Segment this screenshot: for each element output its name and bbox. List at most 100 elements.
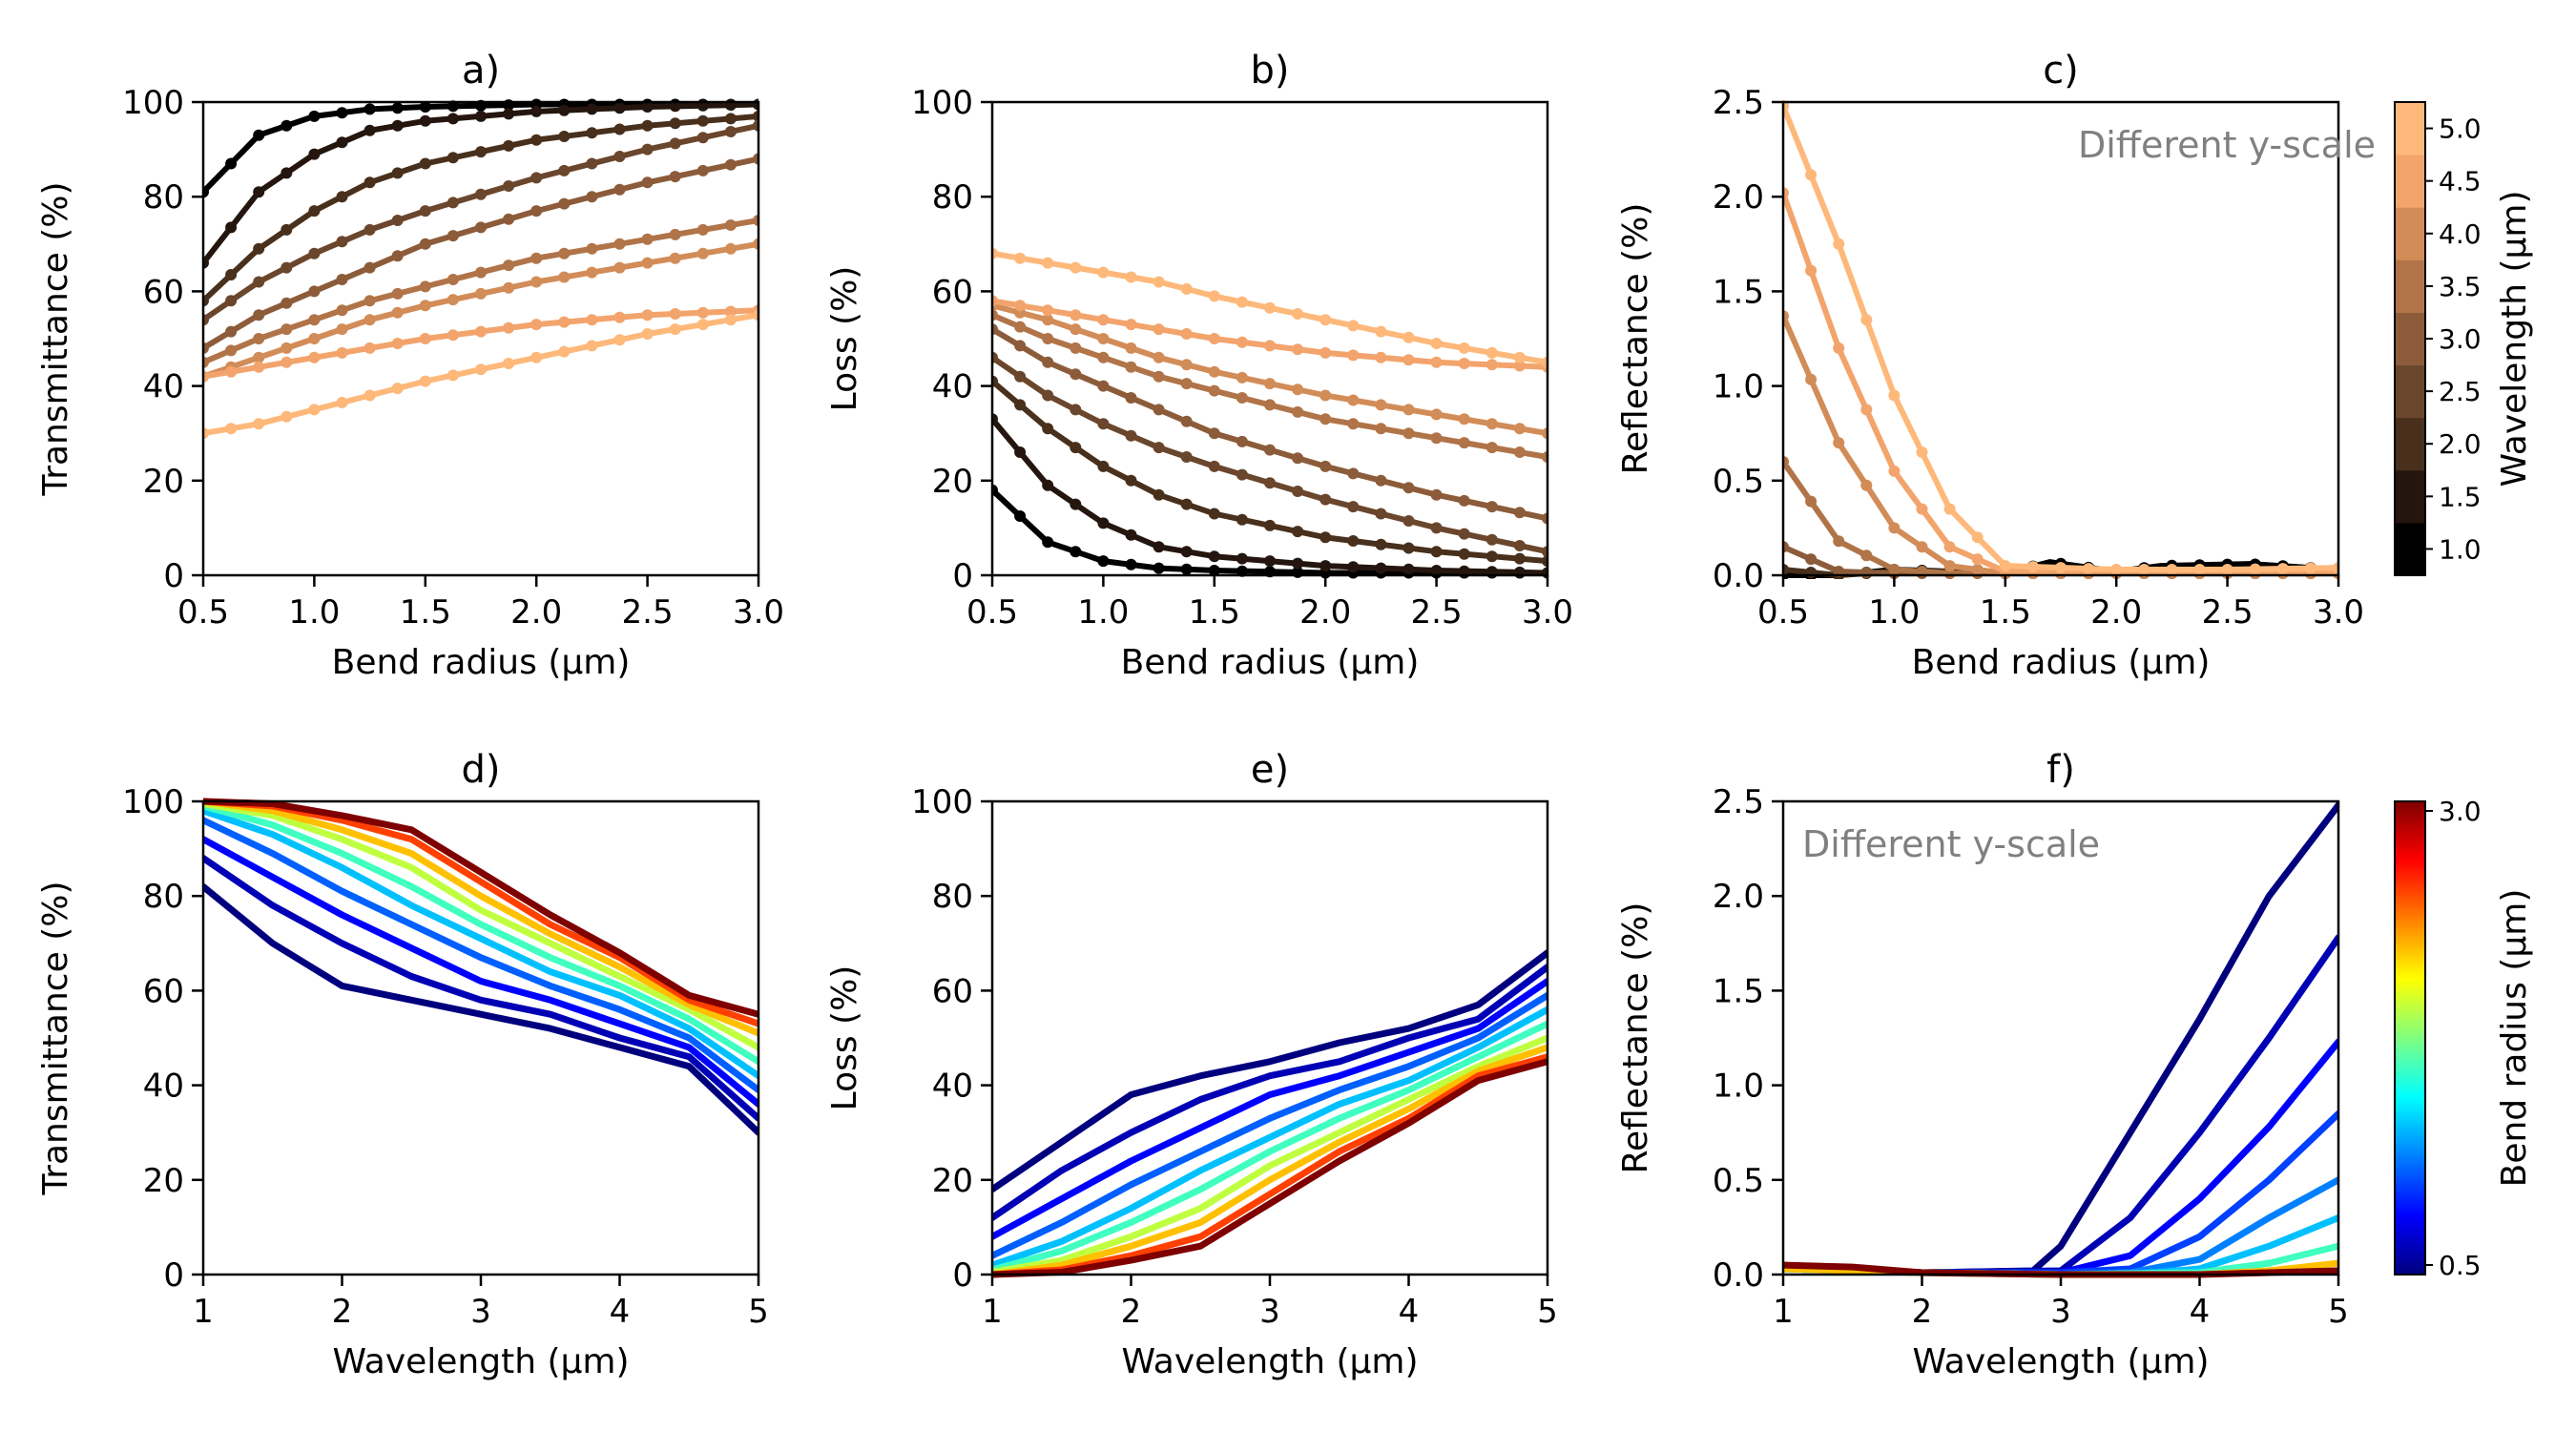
series-line xyxy=(992,964,1548,1221)
y-tick-label: 20 xyxy=(143,463,184,501)
data-point xyxy=(1347,501,1360,513)
y-tick-label: 60 xyxy=(932,273,973,311)
data-point xyxy=(503,259,515,272)
data-point xyxy=(225,295,238,307)
data-point xyxy=(669,117,681,130)
x-tick-label: 2.0 xyxy=(2090,593,2142,632)
series-line xyxy=(992,1044,1548,1278)
data-point xyxy=(992,309,998,321)
data-point xyxy=(1375,538,1387,550)
data-point xyxy=(1180,451,1193,463)
data-point xyxy=(253,276,265,288)
data-point xyxy=(1805,373,1818,385)
data-point xyxy=(1264,519,1276,531)
x-tick-label: 0.5 xyxy=(966,593,1018,632)
data-point xyxy=(1513,351,1526,363)
data-point xyxy=(225,325,238,338)
data-point xyxy=(1292,526,1304,538)
data-point xyxy=(364,176,376,189)
data-point xyxy=(1097,333,1110,344)
data-point xyxy=(1125,529,1137,541)
data-point xyxy=(1513,446,1526,458)
x-tick-label: 1.5 xyxy=(1189,593,1240,632)
data-point xyxy=(1971,564,1984,575)
x-tick-label: 2.0 xyxy=(1299,593,1351,632)
data-point xyxy=(669,171,681,183)
data-point xyxy=(2276,563,2289,575)
data-point xyxy=(1513,423,1526,435)
data-point xyxy=(1097,517,1110,529)
data-point xyxy=(336,191,348,203)
y-tick-label: 80 xyxy=(143,878,184,916)
series-line xyxy=(203,807,758,1080)
data-point xyxy=(1430,522,1443,534)
data-point xyxy=(1125,474,1137,487)
data-point xyxy=(724,219,737,231)
data-point xyxy=(1097,555,1110,568)
data-point xyxy=(1153,442,1165,454)
data-point xyxy=(696,306,709,319)
series-line xyxy=(1783,190,2338,574)
annotation-text: Different y-scale xyxy=(1802,823,2100,865)
data-point xyxy=(1485,359,1498,371)
data-point xyxy=(1125,361,1137,373)
x-tick-label: 3 xyxy=(1259,1293,1280,1331)
data-point xyxy=(1236,296,1248,308)
data-point xyxy=(447,113,459,125)
data-point xyxy=(1070,546,1082,558)
y-axis-label: Reflectance (%) xyxy=(1616,902,1655,1174)
data-point xyxy=(1402,354,1415,366)
series-line xyxy=(992,949,1548,1193)
data-point xyxy=(1014,321,1027,333)
data-point xyxy=(2333,562,2338,574)
data-point xyxy=(1375,351,1387,363)
panel-title: d) xyxy=(462,748,501,792)
data-point xyxy=(391,250,404,262)
data-point xyxy=(1860,314,1873,326)
x-tick-label: 5 xyxy=(748,1293,769,1331)
data-point xyxy=(1153,370,1165,383)
data-point xyxy=(696,114,709,127)
data-point xyxy=(203,314,209,326)
data-point xyxy=(391,167,404,179)
data-point xyxy=(753,238,758,250)
y-tick-label: 1.0 xyxy=(1713,1068,1764,1106)
data-point xyxy=(669,308,681,320)
x-tick-label: 1.0 xyxy=(1077,593,1129,632)
data-point xyxy=(1783,456,1789,467)
series-line xyxy=(992,1020,1548,1274)
data-point xyxy=(1208,333,1220,344)
y-axis-label: Transmittance (%) xyxy=(36,182,75,497)
data-point xyxy=(1125,429,1137,442)
data-point xyxy=(1402,427,1415,440)
data-point xyxy=(1485,346,1498,359)
data-point xyxy=(2221,564,2233,575)
data-point xyxy=(1402,331,1415,343)
data-point xyxy=(1208,565,1220,576)
data-point xyxy=(1458,494,1470,507)
data-point xyxy=(1014,252,1027,264)
colorbar-tick-label: 1.0 xyxy=(2439,533,2482,565)
data-point xyxy=(1042,314,1054,326)
data-point xyxy=(641,143,654,156)
data-point xyxy=(1042,423,1054,435)
y-tick-label: 100 xyxy=(122,84,184,122)
data-point xyxy=(1070,404,1082,416)
data-point xyxy=(992,413,998,425)
data-point xyxy=(1153,351,1165,363)
data-point xyxy=(613,123,626,135)
y-tick-label: 100 xyxy=(911,783,973,821)
data-point xyxy=(447,197,459,209)
data-point xyxy=(530,319,543,331)
data-point xyxy=(1153,488,1165,501)
y-tick-label: 0 xyxy=(952,557,973,595)
data-point xyxy=(1153,541,1165,553)
y-tick-label: 0.5 xyxy=(1713,463,1764,501)
data-point xyxy=(364,389,376,402)
data-point xyxy=(336,323,348,336)
plot-frame xyxy=(1781,799,2340,1276)
data-point xyxy=(1542,427,1548,440)
data-point xyxy=(1833,342,1845,354)
data-point xyxy=(558,271,571,283)
data-point xyxy=(1070,309,1082,321)
